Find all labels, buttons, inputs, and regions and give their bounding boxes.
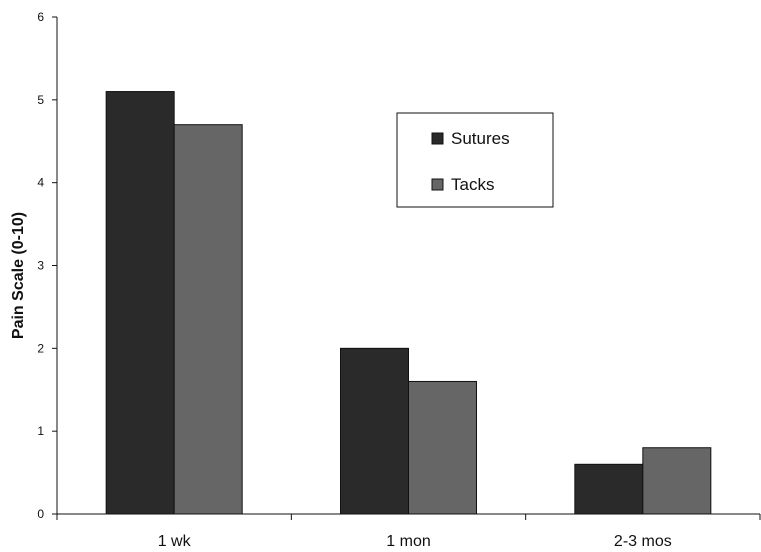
bar-tacks-1 [408, 380, 477, 515]
legend-label-tacks: Tacks [451, 175, 494, 194]
bar-tacks-0 [173, 124, 243, 515]
y-tick-label: 1 [37, 424, 44, 438]
y-tick-label: 5 [37, 93, 44, 107]
bars-group [105, 91, 712, 515]
y-tick-label: 6 [37, 10, 44, 24]
legend-swatch-tacks [431, 178, 444, 191]
bar-tacks-2 [642, 447, 712, 515]
x-category-label: 1 wk [158, 533, 192, 550]
bar-sutures-0 [105, 91, 175, 515]
legend-swatch-sutures [431, 132, 444, 145]
legend-label-sutures: Sutures [451, 129, 510, 148]
x-category-label: 1 mon [386, 533, 430, 550]
y-tick-label: 3 [37, 259, 44, 273]
y-ticks-group: 0 1 2 3 4 5 6 [37, 10, 57, 521]
bar-sutures-1 [340, 347, 409, 515]
bar-sutures-2 [574, 463, 644, 515]
x-category-label: 2-3 mos [614, 533, 672, 550]
y-tick-label: 4 [37, 176, 44, 190]
legend: Sutures Tacks [396, 112, 554, 208]
y-axis-title: Pain Scale (0-10) [10, 212, 27, 339]
legend-box [396, 112, 554, 208]
y-tick-label: 2 [37, 341, 44, 355]
x-ticks-group: 1 wk 1 mon 2-3 mos [56, 514, 761, 550]
y-tick-label: 0 [37, 507, 44, 521]
